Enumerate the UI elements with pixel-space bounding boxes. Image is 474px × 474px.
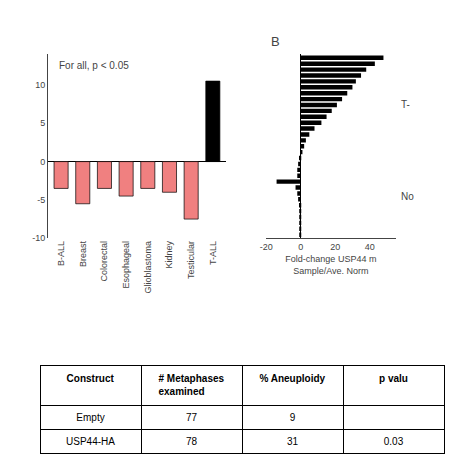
svg-text:-20: -20: [260, 242, 273, 252]
svg-text:B-ALL: B-ALL: [56, 241, 66, 266]
svg-text:77: 77: [186, 412, 198, 423]
svg-text:40: 40: [365, 242, 375, 252]
svg-text:Colorectal: Colorectal: [99, 241, 109, 282]
svg-text:T-: T-: [401, 99, 410, 110]
svg-text:B: B: [271, 34, 280, 49]
svg-text:-10: -10: [32, 233, 45, 243]
svg-text:10: 10: [35, 80, 45, 90]
svg-text:20: 20: [330, 242, 340, 252]
svg-text:0: 0: [298, 242, 303, 252]
svg-text:% Aneuploidy: % Aneuploidy: [259, 373, 325, 384]
svg-text:Breast: Breast: [78, 241, 88, 268]
svg-text:Glioblastoma: Glioblastoma: [143, 241, 153, 294]
svg-text:9: 9: [290, 412, 296, 423]
svg-text:5: 5: [40, 118, 45, 128]
svg-text:78: 78: [186, 436, 198, 447]
svg-text:0: 0: [40, 157, 45, 167]
svg-text:USP44-HA: USP44-HA: [66, 436, 115, 447]
svg-text:# Metaphasesexamined: # Metaphasesexamined: [158, 373, 224, 397]
svg-text:Construct: Construct: [67, 373, 115, 384]
svg-text:No: No: [401, 191, 414, 202]
svg-text:0.03: 0.03: [384, 436, 404, 447]
svg-text:Empty: Empty: [76, 412, 104, 423]
svg-text:For all, p < 0.05: For all, p < 0.05: [59, 60, 129, 71]
svg-text:Kidney: Kidney: [164, 241, 174, 269]
svg-text:-5: -5: [37, 195, 45, 205]
svg-text:T-ALL: T-ALL: [208, 241, 218, 265]
svg-text:Esophageal: Esophageal: [121, 241, 131, 289]
svg-text:p valu: p valu: [379, 373, 408, 384]
svg-text:Testicular: Testicular: [186, 241, 196, 279]
svg-text:31: 31: [287, 436, 299, 447]
svg-text:Fold-change USP44 mSample/Ave.: Fold-change USP44 mSample/Ave. Norm: [285, 254, 376, 276]
